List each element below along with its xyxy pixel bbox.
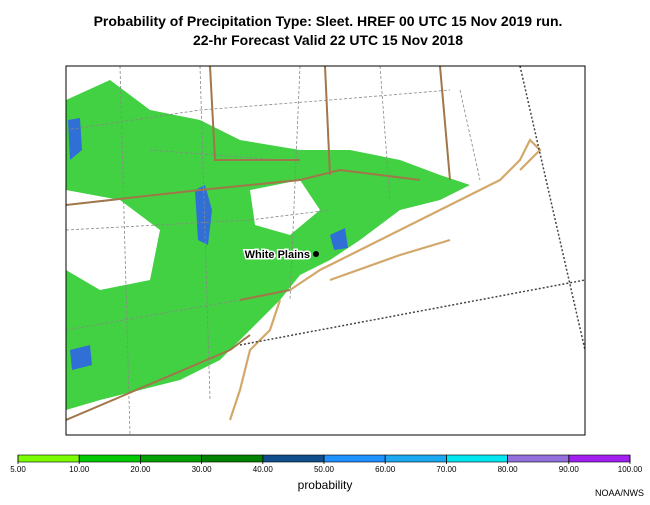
colorbar-label: probability <box>298 478 353 492</box>
colorbar-segment <box>446 454 508 463</box>
map-frame <box>65 65 586 436</box>
coastline <box>228 138 542 421</box>
title-line-2: 22-hr Forecast Valid 22 UTC 15 Nov 2018 <box>193 32 463 48</box>
credit: NOAA/NWS <box>595 488 644 498</box>
colorbar-segment <box>384 454 447 463</box>
colorbar-tick-label: 5.00 <box>10 465 26 474</box>
colorbar-tick-label: 30.00 <box>192 465 213 474</box>
colorbar-tick-label: 40.00 <box>253 465 274 474</box>
precip-core <box>70 345 92 370</box>
colorbar-tick-label: 90.00 <box>559 465 580 474</box>
title-line-1: Probability of Precipitation Type: Sleet… <box>94 13 563 29</box>
colorbar-tick-label: 100.00 <box>618 465 643 474</box>
colorbar-tick-label: 20.00 <box>130 465 151 474</box>
colorbar-tick-label: 70.00 <box>436 465 457 474</box>
map: White Plains <box>65 65 586 436</box>
colorbar-tick-label: 80.00 <box>498 465 519 474</box>
city-marker <box>313 251 319 257</box>
colorbar-tick-label: 10.00 <box>69 465 90 474</box>
colorbar-segment <box>17 454 80 463</box>
colorbar: 5.00 10.00 20.00 30.00 40.00 50.00 60.00 70.00 8… <box>10 454 643 474</box>
colorbar-segment <box>140 454 202 463</box>
dry-area <box>250 180 320 235</box>
colorbar-segment <box>507 454 570 463</box>
colorbar-segment <box>78 454 141 463</box>
city-label: White Plains <box>245 249 310 261</box>
graticule <box>239 66 585 351</box>
precip-core <box>195 185 212 245</box>
dry-area <box>66 190 160 290</box>
precip-area <box>66 80 470 410</box>
colorbar-segment <box>568 454 631 463</box>
colorbar-segment <box>262 454 325 463</box>
state-borders <box>66 66 451 421</box>
precip-core <box>330 228 348 250</box>
colorbar-segment <box>201 454 264 463</box>
colorbar-tick-label: 50.00 <box>314 465 335 474</box>
colorbar-segment <box>323 454 386 463</box>
colorbar-tick-label: 60.00 <box>375 465 396 474</box>
